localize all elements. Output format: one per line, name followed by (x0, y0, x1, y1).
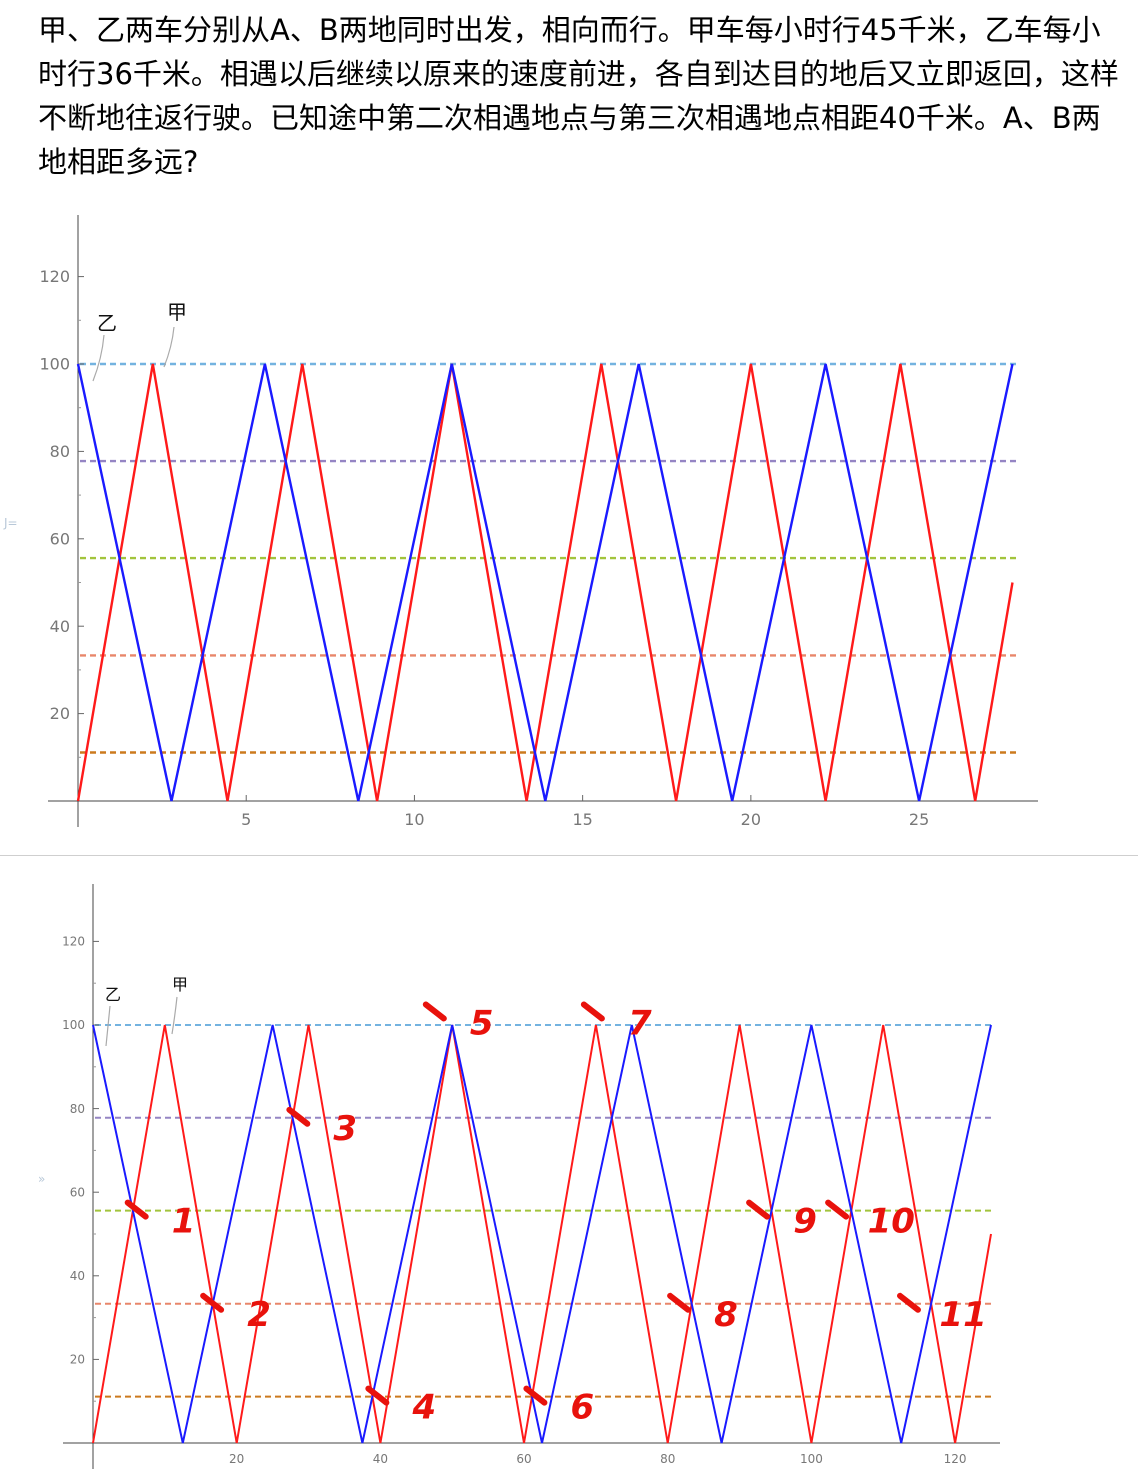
annotation-label-9: 10 (868, 1202, 915, 1242)
legend-leader-1 (171, 996, 178, 1035)
y-tick-label-3: 80 (70, 1102, 85, 1116)
y-tick-label-5: 120 (39, 267, 70, 286)
annotation-label-4: 5 (470, 1003, 494, 1043)
annotation-tick-10 (896, 1292, 921, 1313)
annotation-tick-1 (200, 1292, 225, 1313)
annotation-tick-5 (523, 1385, 548, 1406)
legend-label-0: 乙 (97, 311, 117, 335)
annotation-label-8: 9 (793, 1202, 817, 1242)
series-line-甲 (92, 1024, 992, 1444)
x-tick-label-2: 15 (572, 810, 592, 829)
x-tick-label-3: 20 (741, 810, 761, 829)
legend-label-1: 甲 (172, 975, 188, 994)
annotation-tick-6 (580, 1001, 605, 1022)
series-line-甲 (76, 363, 1014, 802)
question-text: 甲、乙两车分别从A、B两地同时出发，相向而行。甲车每小时行45千米，乙车每小时行… (38, 13, 1119, 179)
legend-leader-0 (92, 334, 105, 382)
annotation-tick-8 (746, 1199, 771, 1220)
annotation-tick-2 (286, 1106, 311, 1127)
side-marker-bottom: » (38, 1172, 46, 1186)
y-tick-label-1: 40 (50, 617, 70, 636)
series-line-乙 (76, 363, 1014, 802)
series-line-乙 (92, 1024, 992, 1444)
x-tick-label-4: 100 (800, 1452, 823, 1466)
x-tick-label-0: 20 (229, 1452, 244, 1466)
x-tick-label-1: 40 (373, 1452, 388, 1466)
annotation-label-6: 7 (628, 1003, 652, 1043)
y-tick-label-4: 100 (62, 1018, 85, 1032)
annotation-tick-9 (825, 1199, 850, 1220)
y-tick-label-1: 40 (70, 1269, 85, 1283)
legend-leader-0 (105, 1005, 111, 1047)
annotation-label-7: 8 (714, 1295, 738, 1335)
divider (0, 855, 1138, 856)
y-tick-label-2: 60 (50, 529, 70, 548)
annotation-tick-3 (365, 1385, 390, 1406)
annotation-label-5: 6 (570, 1388, 594, 1428)
side-marker-top: J= (4, 516, 18, 530)
annotation-tick-7 (667, 1292, 692, 1313)
annotation-tick-4 (422, 1001, 447, 1022)
y-tick-label-0: 20 (50, 704, 70, 723)
chart-top: 20 40 60 80 100 120 5 10 15 20 25 乙 甲 (39, 215, 1038, 829)
y-tick-label-2: 60 (70, 1185, 85, 1199)
x-tick-label-3: 80 (660, 1452, 675, 1466)
x-tick-label-2: 60 (516, 1452, 531, 1466)
legend-leader-1 (163, 326, 175, 368)
x-tick-label-5: 120 (944, 1452, 967, 1466)
annotation-tick-0 (124, 1199, 149, 1220)
x-tick-label-0: 5 (241, 810, 251, 829)
y-tick-label-0: 20 (70, 1353, 85, 1367)
y-tick-label-5: 120 (62, 935, 85, 949)
y-tick-label-4: 100 (39, 355, 70, 374)
x-tick-label-1: 10 (404, 810, 424, 829)
annotation-label-0: 1 (172, 1202, 196, 1242)
chart-bottom: 20 40 60 80 100 120 20 40 60 80 100 120 乙 甲 1 2 3 4 5 6 7 8 9 1… (62, 884, 1000, 1469)
annotation-label-3: 4 (411, 1388, 436, 1428)
legend-label-1: 甲 (167, 300, 187, 324)
annotation-label-1: 2 (247, 1295, 271, 1335)
y-tick-label-3: 80 (50, 442, 70, 461)
annotation-label-2: 3 (333, 1109, 357, 1149)
x-tick-label-4: 25 (909, 810, 929, 829)
annotation-label-10: 11 (939, 1295, 986, 1335)
legend-label-0: 乙 (105, 985, 121, 1004)
